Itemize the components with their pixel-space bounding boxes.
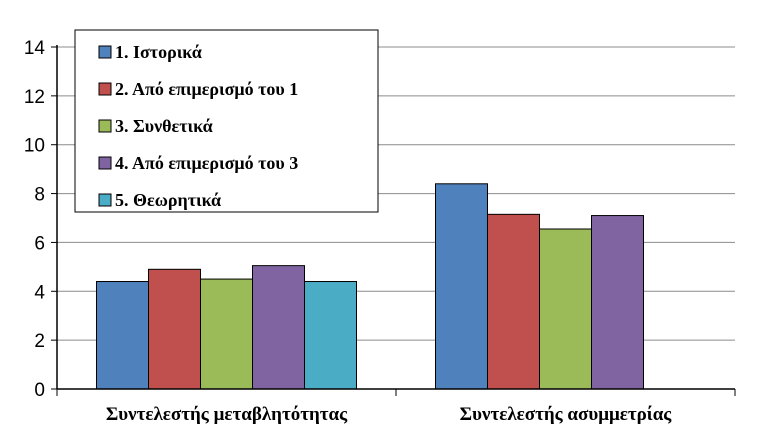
x-category-label: Συντελεστής ασυμμετρίας [460,404,673,425]
y-tick-label: 4 [34,282,45,303]
y-tick-label: 8 [34,185,45,206]
legend-box [74,29,379,213]
y-tick-label: 10 [24,136,45,157]
y-tick-label: 0 [34,380,45,401]
bar [148,268,201,390]
legend-swatch [98,45,112,59]
legend-swatch [98,193,112,207]
legend: 1. Ιστορικά 2. Από επιμερισμό του 1 3. Συν… [74,29,379,213]
legend-label: 2. Από επιμερισμό του 1 [115,79,298,99]
bar [200,278,253,390]
legend-swatch [98,82,112,96]
bar [487,213,540,390]
bar [539,228,592,390]
bar [435,183,488,390]
legend-label: 5. Θεωρητικά [115,190,221,210]
y-tick-label: 6 [34,233,45,254]
bar [304,281,357,390]
y-tick-label: 12 [24,87,45,108]
y-axis-ticks: 0 2 4 6 8 10 12 14 [24,38,57,401]
legend-label: 3. Συνθετικά [115,116,213,136]
bar [252,265,305,390]
y-tick-label: 14 [24,38,46,59]
y-tick-label: 2 [34,331,45,352]
axes [56,45,736,396]
bar [591,215,644,390]
bar [96,281,149,390]
x-category-label: Συντελεστής μεταβλητότητας [106,404,348,425]
legend-swatch [98,119,112,133]
legend-label: 1. Ιστορικά [115,42,202,62]
legend-label: 4. Από επιμερισμό του 3 [115,153,298,173]
bars [96,183,644,390]
legend-swatch [98,156,112,170]
x-axis-categories: Συντελεστής μεταβλητότητας Συντελεστής ασ… [106,404,672,425]
